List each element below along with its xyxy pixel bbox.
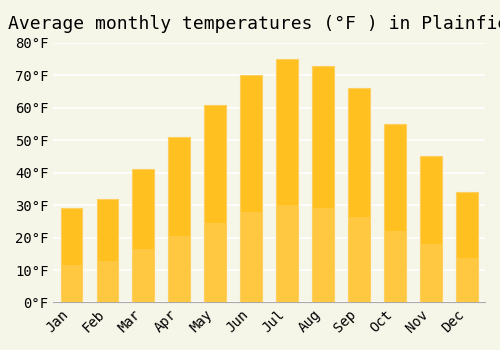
Title: Average monthly temperatures (°F ) in Plainfield: Average monthly temperatures (°F ) in Pl… [8, 15, 500, 33]
Bar [168, 137, 190, 302]
Bar [276, 59, 298, 302]
Bar [456, 192, 478, 302]
Bar [384, 124, 406, 302]
Bar [348, 88, 370, 302]
Bar [60, 208, 82, 302]
Bar [312, 65, 334, 302]
Bar [60, 208, 82, 302]
Bar [240, 212, 262, 302]
Bar [420, 156, 442, 302]
Bar [132, 169, 154, 302]
Bar [384, 124, 406, 302]
Bar [456, 258, 478, 302]
Bar [168, 236, 190, 302]
Bar [420, 156, 442, 302]
Bar [384, 231, 406, 302]
Bar [456, 192, 478, 302]
Bar [204, 223, 226, 302]
Bar [348, 88, 370, 302]
Bar [96, 199, 118, 302]
Bar [132, 169, 154, 302]
Bar [276, 205, 298, 302]
Bar [132, 249, 154, 302]
Bar [240, 75, 262, 302]
Bar [96, 261, 118, 302]
Bar [204, 105, 226, 302]
Bar [312, 208, 334, 302]
Bar [420, 244, 442, 302]
Bar [168, 137, 190, 302]
Bar [240, 75, 262, 302]
Bar [204, 105, 226, 302]
Bar [348, 217, 370, 302]
Bar [276, 59, 298, 302]
Bar [312, 65, 334, 302]
Bar [96, 199, 118, 302]
Bar [60, 265, 82, 302]
